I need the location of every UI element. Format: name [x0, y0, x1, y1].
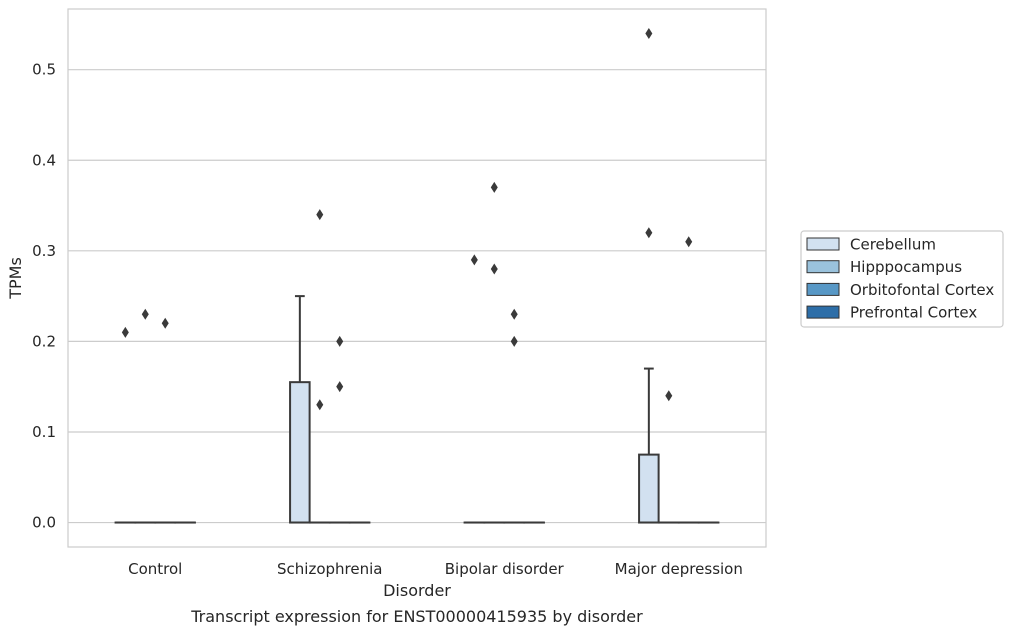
- outlier-point: [685, 236, 693, 248]
- box-hipppocampus: [658, 390, 680, 524]
- y-tick-label: 0.4: [32, 151, 56, 169]
- box-layer: [114, 27, 720, 524]
- y-tick-label: 0.1: [32, 423, 56, 441]
- box-cerebellum: [638, 27, 660, 524]
- x-tick-label: Major depression: [615, 560, 743, 578]
- y-tick-label: 0.3: [32, 242, 56, 260]
- outlier-point: [470, 254, 478, 266]
- outlier-point: [510, 308, 518, 320]
- outlier-point: [141, 308, 149, 320]
- box-hipppocampus: [309, 209, 331, 524]
- legend-swatch: [806, 282, 840, 296]
- legend-frame: [800, 230, 1004, 328]
- outlier-point: [121, 326, 129, 338]
- box-orbitofontal-cortex: [154, 317, 176, 524]
- box-orbitofontal-cortex: [328, 335, 351, 524]
- y-tick-label: 0.0: [32, 514, 56, 532]
- x-tick-label: Control: [128, 560, 182, 578]
- box-body: [289, 381, 311, 524]
- legend-label: Prefrontal Cortex: [850, 304, 977, 322]
- outlier-point: [645, 227, 653, 239]
- outlier-point: [510, 335, 518, 347]
- outlier-point: [490, 181, 498, 193]
- legend-label: Cerebellum: [850, 236, 936, 254]
- outlier-point: [336, 381, 344, 393]
- box-body: [638, 453, 660, 524]
- x-tick-label: Bipolar disorder: [445, 560, 565, 578]
- legend: Cerebellum Hipppocampus Orbitofontal Corte…: [800, 230, 1004, 328]
- outlier-point: [316, 209, 324, 221]
- y-tick-label: 0.5: [32, 61, 56, 79]
- outlier-point: [161, 317, 169, 329]
- plot-frame: [67, 8, 767, 548]
- ytick-layer: 0.0 0.1 0.2 0.3 0.4 0.5: [32, 61, 56, 532]
- box-hipppocampus: [483, 181, 506, 524]
- x-axis-title: Disorder: [383, 581, 451, 600]
- box-cerebellum: [114, 326, 137, 524]
- legend-label: Orbitofontal Cortex: [850, 281, 994, 299]
- legend-swatch: [806, 237, 840, 251]
- outlier-point: [316, 399, 324, 411]
- outlier-point: [336, 335, 344, 347]
- outlier-point: [645, 27, 653, 39]
- outlier-point: [665, 390, 673, 402]
- box-orbitofontal-cortex: [503, 308, 525, 524]
- chart-caption: Transcript expression for ENST0000041593…: [190, 607, 643, 626]
- y-tick-label: 0.2: [32, 332, 56, 350]
- y-axis-title: TPMs: [6, 257, 25, 300]
- legend-swatch: [806, 260, 840, 274]
- legend-swatch: [806, 305, 840, 319]
- box-cerebellum: [289, 295, 311, 524]
- box-orbitofontal-cortex: [677, 236, 700, 524]
- outlier-point: [490, 263, 498, 275]
- x-tick-label: Schizophrenia: [277, 560, 382, 578]
- legend-label: Hipppocampus: [850, 258, 962, 276]
- grid-layer: [68, 69, 766, 524]
- xtick-layer: Control Schizophrenia Bipolar disorder Majo…: [128, 560, 743, 578]
- box-cerebellum: [463, 254, 486, 524]
